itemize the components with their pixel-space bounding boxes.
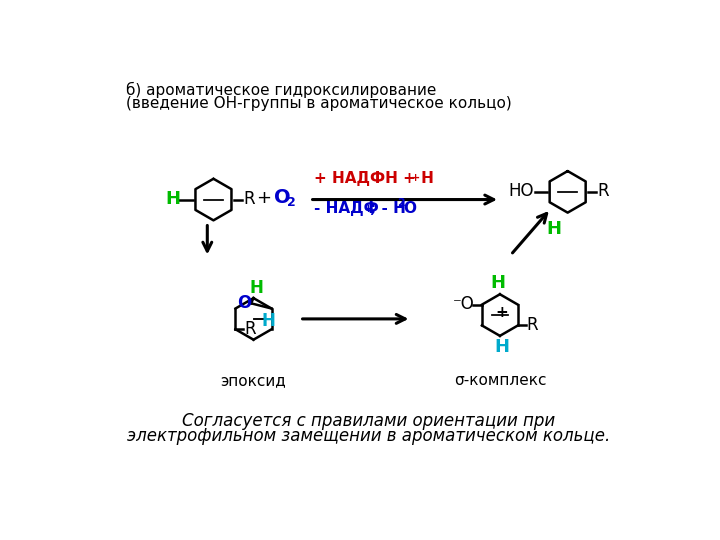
Text: +: + — [364, 204, 373, 214]
Text: H: H — [494, 338, 509, 356]
Text: R: R — [527, 316, 539, 334]
Text: 2: 2 — [397, 198, 405, 208]
Text: R: R — [598, 182, 609, 200]
Text: эпоксид: эпоксид — [220, 373, 287, 388]
Text: O: O — [237, 294, 251, 312]
Text: H: H — [261, 312, 275, 330]
Text: H: H — [546, 220, 562, 238]
Text: +: + — [256, 189, 271, 207]
Text: 2: 2 — [287, 196, 296, 209]
Text: O: O — [274, 188, 291, 207]
Text: σ-комплекс: σ-комплекс — [454, 373, 546, 388]
Text: +: + — [495, 305, 508, 320]
Text: электрофильном замещении в ароматическом кольце.: электрофильном замещении в ароматическом… — [127, 427, 611, 445]
Text: ; - Н: ; - Н — [370, 201, 405, 216]
Text: б) ароматическое гидроксилирование: б) ароматическое гидроксилирование — [127, 82, 437, 98]
Text: H: H — [250, 279, 264, 297]
Text: + НАДФН + Н: + НАДФН + Н — [314, 171, 433, 186]
Text: О: О — [403, 201, 416, 216]
Text: ⁻O: ⁻O — [453, 295, 474, 313]
Text: (введение ОН-группы в ароматическое кольцо): (введение ОН-группы в ароматическое коль… — [127, 96, 512, 111]
Text: - НАДФ: - НАДФ — [314, 201, 378, 216]
Text: R: R — [243, 190, 255, 208]
Text: H: H — [165, 190, 180, 208]
Text: H: H — [490, 274, 505, 293]
Text: HO: HO — [509, 182, 534, 200]
Text: R: R — [244, 320, 256, 338]
Text: Согласуется с правилами ориентации при: Согласуется с правилами ориентации при — [182, 411, 556, 429]
Text: +: + — [411, 173, 420, 183]
